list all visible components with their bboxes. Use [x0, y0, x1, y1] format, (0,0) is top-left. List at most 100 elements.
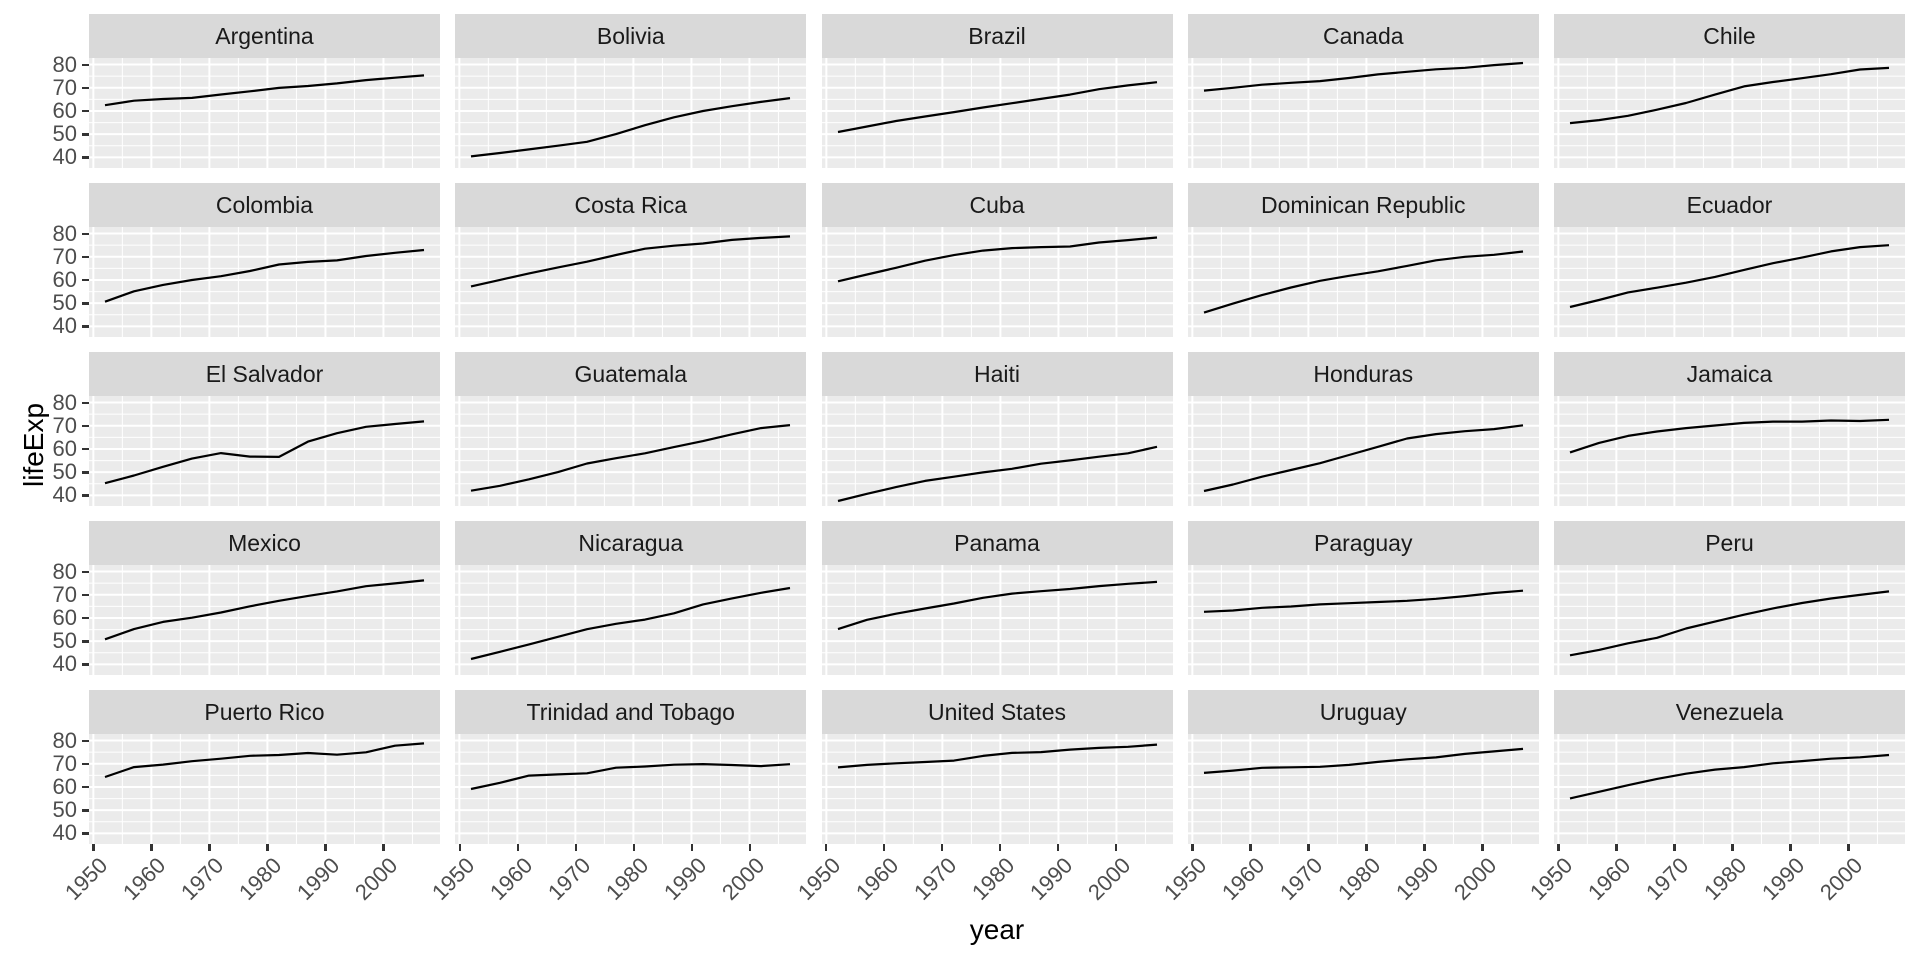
y-tick-label: 70	[52, 412, 77, 438]
gridlines	[455, 565, 807, 675]
lifeexp-line	[104, 420, 425, 485]
facet-plot	[821, 565, 1173, 675]
y-axis-tick	[82, 494, 89, 497]
facet-strip: Honduras	[1187, 352, 1539, 396]
gridlines	[821, 734, 1173, 844]
y-axis-tick	[82, 809, 89, 812]
facet-plot	[821, 227, 1173, 337]
facet-haiti: Haiti	[821, 352, 1173, 506]
facet-paraguay: Paraguay	[1187, 521, 1539, 675]
facet-strip: Haiti	[821, 352, 1173, 396]
facet-title: Honduras	[1313, 360, 1414, 387]
facet-title: Colombia	[215, 191, 314, 218]
facet-title: Ecuador	[1686, 191, 1773, 218]
facet-title: Puerto Rico	[204, 698, 325, 725]
gridlines	[821, 58, 1173, 168]
panel-background	[455, 396, 807, 506]
y-axis-tick	[82, 302, 89, 305]
gridlines	[89, 58, 440, 168]
y-tick-label: 60	[52, 604, 77, 630]
facet-title: Paraguay	[1314, 529, 1413, 556]
panel-background	[821, 58, 1173, 168]
facet-title: Uruguay	[1319, 698, 1407, 725]
facet-plot	[1187, 565, 1539, 675]
facet-strip: Argentina	[89, 14, 440, 58]
y-tick-label: 70	[52, 74, 77, 100]
gridlines	[1554, 396, 1905, 506]
lifeexp-line	[1569, 66, 1890, 125]
facet-title: Bolivia	[596, 22, 665, 49]
x-axis-title: year	[969, 914, 1025, 945]
y-tick-label: 80	[52, 558, 77, 584]
panel-background	[455, 227, 807, 337]
facet-title: Haiti	[973, 360, 1020, 387]
x-axis-tick	[1056, 844, 1060, 851]
panel-background	[1187, 734, 1539, 844]
facet-title: Brazil	[968, 22, 1026, 49]
panel-background	[455, 734, 807, 844]
y-tick-label: 50	[52, 121, 77, 147]
lifeexp-line	[1203, 61, 1523, 92]
x-axis-tick	[1615, 844, 1618, 851]
x-axis-tick	[882, 844, 886, 851]
facet-title: Guatemala	[574, 360, 687, 387]
facet-strip: Costa Rica	[455, 183, 807, 227]
y-axis-tick	[82, 255, 89, 259]
facet-plot	[89, 396, 440, 506]
x-axis-tick	[1847, 844, 1850, 851]
panel-background	[821, 396, 1173, 506]
panel-background	[1554, 396, 1905, 506]
panel-background	[89, 58, 440, 168]
panel-background	[1187, 227, 1539, 337]
y-axis-tick	[82, 570, 89, 574]
facet-plot	[89, 565, 440, 675]
facet-strip: Jamaica	[1554, 352, 1905, 396]
gridlines	[1187, 734, 1539, 844]
panel-background	[455, 565, 807, 675]
y-tick-label: 40	[52, 820, 77, 846]
facet-cuba: Cuba	[821, 183, 1173, 337]
y-tick-label: 40	[52, 482, 77, 508]
facet-strip: Venezuela	[1554, 690, 1905, 734]
panel-background	[89, 734, 440, 844]
facet-plot	[1554, 227, 1905, 337]
facet-dominican-republic: Dominican Republic	[1187, 183, 1539, 337]
facet-plot	[89, 227, 440, 337]
panel-background	[821, 565, 1173, 675]
x-axis-tick	[1557, 844, 1560, 851]
facet-plot	[1554, 58, 1905, 168]
y-tick-label: 50	[52, 290, 77, 316]
facet-honduras: Honduras	[1187, 352, 1539, 506]
lifeexp-line	[1569, 753, 1890, 800]
gridlines	[455, 227, 807, 337]
y-tick-label: 40	[52, 313, 77, 339]
y-axis-tick	[82, 401, 89, 405]
facet-plot	[455, 396, 807, 506]
facet-plot	[455, 565, 807, 675]
facet-strip: Guatemala	[455, 352, 807, 396]
y-axis-tick	[82, 133, 89, 136]
y-axis-tick	[82, 232, 89, 236]
panel-background	[89, 227, 440, 337]
gridlines	[821, 396, 1173, 506]
lifeexp-line	[837, 445, 1157, 503]
facet-title: Argentina	[215, 22, 314, 49]
facet-title: Peru	[1705, 529, 1754, 556]
x-axis-tick	[690, 844, 694, 851]
y-tick-label: 50	[52, 628, 77, 654]
x-axis-tick	[324, 844, 327, 851]
facet-strip: Cuba	[821, 183, 1173, 227]
x-axis-tick	[92, 844, 95, 851]
y-axis-tick	[82, 63, 89, 67]
gridlines	[821, 227, 1173, 337]
y-tick-label: 40	[52, 651, 77, 677]
facet-plot	[455, 734, 807, 844]
gridlines	[455, 734, 807, 844]
facet-strip: United States	[821, 690, 1173, 734]
y-axis-tick	[82, 471, 89, 474]
facet-title: El Salvador	[205, 360, 324, 387]
facet-plot	[821, 734, 1173, 844]
facet-strip: Bolivia	[455, 14, 807, 58]
facet-title: Costa Rica	[574, 191, 687, 218]
lifeexp-line	[837, 743, 1157, 769]
